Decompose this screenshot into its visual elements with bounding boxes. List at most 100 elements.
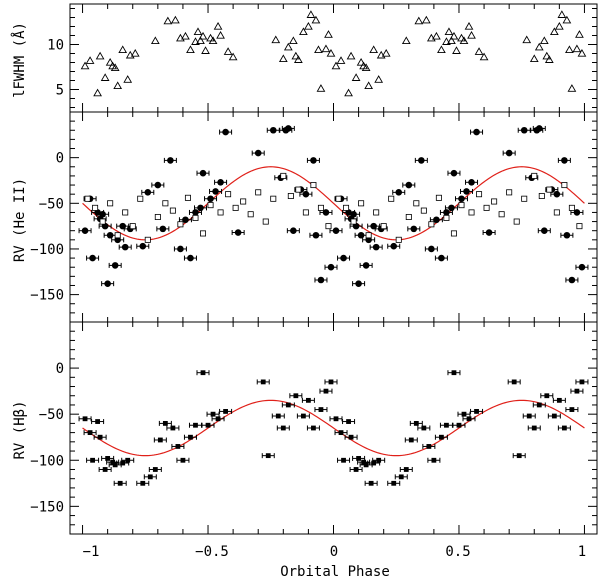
data-point: [413, 420, 419, 426]
data-point: [137, 195, 144, 202]
data-point: [311, 15, 321, 24]
data-point: [557, 10, 567, 18]
y-tick-label: −100: [30, 242, 64, 258]
data-point: [474, 409, 479, 414]
data-point: [182, 216, 189, 224]
data-point: [187, 254, 194, 262]
data-point: [99, 210, 106, 218]
data-point: [212, 188, 219, 195]
data-point: [521, 195, 528, 202]
data-point: [287, 192, 294, 199]
data-point: [302, 190, 310, 198]
data-point: [213, 21, 223, 30]
data-point: [324, 30, 333, 38]
data-point: [362, 262, 370, 269]
data-point: [87, 430, 93, 436]
data-point: [356, 57, 366, 66]
data-point: [208, 36, 218, 45]
data-point: [200, 230, 207, 237]
data-point: [398, 474, 404, 480]
data-point: [216, 30, 225, 39]
panel-2-ylabel: RV (Hβ): [12, 400, 28, 459]
data-point: [529, 54, 539, 63]
data-point: [328, 379, 334, 385]
data-point: [350, 210, 357, 218]
data-point: [311, 425, 316, 431]
data-point: [531, 425, 537, 431]
data-point: [82, 416, 88, 422]
data-point: [364, 81, 374, 90]
data-point: [105, 57, 115, 66]
data-point: [420, 207, 427, 214]
data-point: [217, 179, 224, 186]
x-tick-label: 0: [330, 544, 338, 560]
data-point: [491, 198, 498, 205]
data-point: [255, 189, 262, 196]
data-point: [421, 15, 431, 24]
data-point: [285, 402, 291, 408]
data-point: [191, 37, 200, 45]
data-point: [568, 204, 575, 211]
data-point: [576, 223, 583, 230]
data-point: [573, 209, 581, 216]
data-point: [447, 36, 456, 45]
data-point: [312, 231, 320, 239]
data-point: [343, 204, 350, 211]
data-point: [435, 194, 442, 201]
data-point: [278, 54, 288, 63]
data-point: [306, 397, 311, 403]
data-point: [232, 204, 239, 211]
data-point: [438, 254, 445, 262]
data-point: [105, 456, 111, 461]
data-point: [449, 31, 459, 40]
data-point: [450, 230, 457, 237]
data-point: [338, 430, 344, 436]
data-point: [89, 254, 96, 262]
data-point: [318, 407, 324, 412]
data-point: [403, 467, 409, 472]
data-point: [240, 198, 247, 205]
data-point: [180, 457, 186, 463]
data-point: [350, 218, 357, 225]
data-point: [139, 242, 147, 250]
data-point: [336, 56, 346, 64]
data-point: [554, 21, 564, 30]
data-point: [288, 36, 298, 45]
data-point: [356, 456, 361, 461]
data-point: [443, 209, 450, 216]
data-point: [193, 422, 198, 428]
data-point: [177, 245, 184, 253]
data-point: [335, 195, 342, 202]
data-point: [95, 419, 101, 424]
y-tick-label: 0: [56, 361, 64, 377]
data-point: [401, 36, 411, 45]
data-point: [322, 209, 330, 216]
data-point: [129, 223, 136, 230]
data-point: [293, 393, 299, 399]
data-point: [569, 407, 575, 412]
data-point: [442, 37, 451, 45]
data-point: [562, 15, 572, 24]
data-point: [147, 474, 153, 480]
data-point: [207, 202, 214, 209]
data-point: [428, 245, 435, 253]
data-point: [300, 413, 306, 419]
data-point: [531, 172, 538, 179]
data-point: [150, 36, 160, 45]
x-tick-label: −0.5: [195, 544, 229, 560]
data-point: [200, 370, 206, 376]
data-point: [561, 157, 568, 164]
data-point: [97, 434, 103, 440]
data-point: [428, 221, 435, 228]
data-point: [326, 48, 336, 57]
data-point: [361, 63, 371, 72]
data-point: [144, 236, 151, 243]
data-point: [439, 434, 444, 440]
data-point: [535, 125, 543, 132]
y-tick-label: 0: [56, 151, 64, 167]
data-point: [526, 413, 532, 419]
data-point: [346, 419, 351, 424]
data-point: [516, 453, 522, 459]
data-point: [215, 416, 221, 422]
data-point: [575, 30, 584, 38]
